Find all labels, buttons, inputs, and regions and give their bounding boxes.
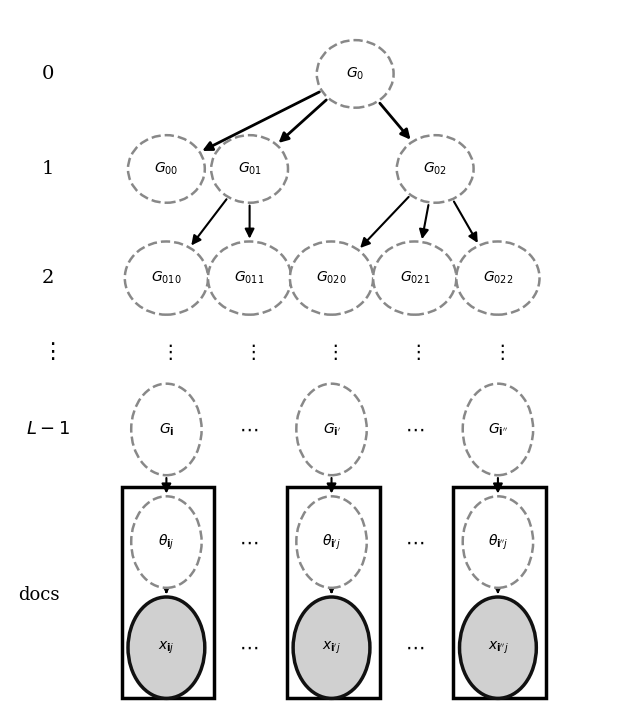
Text: $\theta_{\mathbf{i}'j}$: $\theta_{\mathbf{i}'j}$: [322, 532, 341, 552]
Text: $\cdots$: $\cdots$: [405, 533, 424, 551]
Ellipse shape: [208, 241, 291, 315]
Ellipse shape: [296, 384, 367, 475]
Text: $G_{\mathbf{i}'}$: $G_{\mathbf{i}'}$: [323, 421, 340, 438]
Text: $G_{021}$: $G_{021}$: [399, 270, 430, 287]
Ellipse shape: [131, 496, 202, 588]
Text: $\vdots$: $\vdots$: [492, 342, 504, 362]
Text: $G_0$: $G_0$: [346, 65, 364, 82]
Ellipse shape: [211, 135, 288, 203]
Text: $G_{010}$: $G_{010}$: [151, 270, 182, 287]
Text: $x_{\mathbf{i}''j}$: $x_{\mathbf{i}''j}$: [488, 639, 508, 656]
Text: docs: docs: [18, 586, 59, 604]
Bar: [287, 487, 380, 698]
Ellipse shape: [463, 496, 533, 588]
Ellipse shape: [128, 135, 205, 203]
Ellipse shape: [463, 384, 533, 475]
Ellipse shape: [317, 40, 394, 108]
Text: $\vdots$: $\vdots$: [243, 342, 256, 362]
Text: $G_{022}$: $G_{022}$: [483, 270, 513, 287]
Text: $G_{\mathbf{i}}$: $G_{\mathbf{i}}$: [159, 421, 174, 438]
Ellipse shape: [125, 241, 208, 315]
Text: $\cdots$: $\cdots$: [405, 420, 424, 439]
Text: $x_{\mathbf{i}'j}$: $x_{\mathbf{i}'j}$: [322, 639, 341, 656]
Text: $\vdots$: $\vdots$: [325, 342, 338, 362]
Text: $G_{\mathbf{i}''}$: $G_{\mathbf{i}''}$: [488, 421, 508, 438]
Text: $G_{00}$: $G_{00}$: [154, 161, 179, 177]
Text: $\cdots$: $\cdots$: [239, 533, 259, 551]
Text: $G_{01}$: $G_{01}$: [237, 161, 262, 177]
Text: $G_{02}$: $G_{02}$: [423, 161, 447, 177]
Text: 0: 0: [42, 65, 54, 83]
Ellipse shape: [290, 241, 373, 315]
Text: $G_{020}$: $G_{020}$: [316, 270, 347, 287]
Ellipse shape: [460, 597, 536, 698]
Text: $\theta_{\mathbf{i}j}$: $\theta_{\mathbf{i}j}$: [158, 532, 175, 552]
Ellipse shape: [128, 597, 205, 698]
Ellipse shape: [397, 135, 474, 203]
Text: $G_{011}$: $G_{011}$: [234, 270, 265, 287]
Text: $\vdots$: $\vdots$: [41, 341, 55, 363]
Text: $x_{\mathbf{i}j}$: $x_{\mathbf{i}j}$: [158, 639, 175, 656]
Text: $\cdots$: $\cdots$: [239, 639, 259, 657]
Ellipse shape: [293, 597, 370, 698]
Text: $\vdots$: $\vdots$: [160, 342, 173, 362]
Bar: [453, 487, 546, 698]
Ellipse shape: [131, 384, 202, 475]
Text: 1: 1: [42, 160, 54, 178]
Ellipse shape: [296, 496, 367, 588]
Ellipse shape: [456, 241, 540, 315]
Text: $L-1$: $L-1$: [26, 420, 70, 439]
Text: $\cdots$: $\cdots$: [405, 639, 424, 657]
Text: $\theta_{\mathbf{i}''j}$: $\theta_{\mathbf{i}''j}$: [488, 532, 508, 552]
Text: $\vdots$: $\vdots$: [408, 342, 421, 362]
Text: $\cdots$: $\cdots$: [239, 420, 259, 439]
Bar: [122, 487, 214, 698]
Text: 2: 2: [42, 269, 54, 287]
Ellipse shape: [373, 241, 456, 315]
